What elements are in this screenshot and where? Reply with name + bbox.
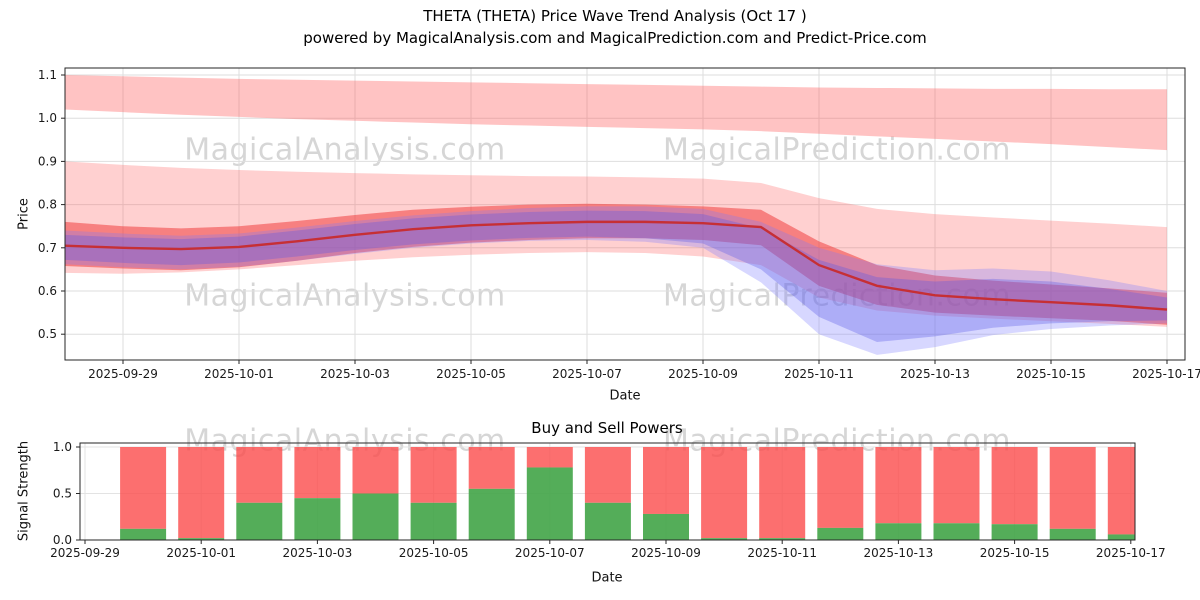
buy-bar xyxy=(120,528,167,540)
upper-resistance-band xyxy=(65,75,1167,151)
y-tick-label: 0.0 xyxy=(53,533,72,547)
x-tick-label: 2025-10-01 xyxy=(166,546,236,560)
buy-bar xyxy=(468,488,515,540)
date-axis-label-bottom: Date xyxy=(591,570,623,586)
signal-chart: 2025-09-29 2025-10-01 2025-10-03 2025-10-05… xyxy=(50,440,1166,560)
buy-bar xyxy=(236,502,283,540)
x-tick-label: 2025-10-13 xyxy=(864,546,934,560)
y-tick-label: 0.7 xyxy=(38,241,57,255)
x-tick-label: 2025-09-29 xyxy=(88,367,158,381)
x-tick-label: 2025-10-17 xyxy=(1132,367,1200,381)
signal-axis-label: Signal Strength xyxy=(16,440,32,542)
y-tick-label: 0.8 xyxy=(38,198,57,212)
x-tick-label: 2025-10-11 xyxy=(747,546,817,560)
x-tick-label: 2025-10-15 xyxy=(980,546,1050,560)
x-tick-label: 2025-10-05 xyxy=(399,546,469,560)
sell-bar xyxy=(933,447,980,524)
sell-bar xyxy=(120,447,167,529)
chart-subtitle: powered by MagicalAnalysis.com and Magic… xyxy=(303,29,927,47)
x-tick-label: 2025-10-07 xyxy=(552,367,622,381)
buy-bar xyxy=(875,523,922,540)
x-tick-label: 2025-10-13 xyxy=(900,367,970,381)
x-tick-label: 2025-10-07 xyxy=(515,546,585,560)
buy-bar xyxy=(352,493,399,540)
buy-bar xyxy=(294,498,341,540)
sell-bar xyxy=(178,447,225,539)
buy-bar xyxy=(643,513,689,540)
sell-bar xyxy=(526,447,573,468)
y-tick-label: 0.6 xyxy=(38,284,57,298)
sell-bar xyxy=(643,447,689,514)
sell-bar xyxy=(584,447,631,503)
x-tick-label: 2025-10-17 xyxy=(1096,546,1166,560)
sell-bar xyxy=(1049,447,1096,529)
buy-bar xyxy=(1107,534,1135,540)
y-tick-label: 0.9 xyxy=(38,154,57,168)
sell-bar xyxy=(875,447,922,524)
x-tick-label: 2025-10-01 xyxy=(204,367,274,381)
x-tick-label: 2025-10-15 xyxy=(1016,367,1086,381)
price-axis-label: Price xyxy=(16,198,32,230)
sell-bar xyxy=(701,447,748,539)
x-tick-label: 2025-10-03 xyxy=(283,546,353,560)
chart-title: THETA (THETA) Price Wave Trend Analysis … xyxy=(423,7,807,25)
sell-bar xyxy=(236,447,283,503)
buy-bar xyxy=(991,524,1038,540)
buy-bar xyxy=(584,502,631,540)
buy-bar xyxy=(701,538,748,540)
blue-wave-band-inner xyxy=(65,210,1167,342)
watermark-analysis: MagicalAnalysis.com xyxy=(184,278,506,314)
inner-red-band xyxy=(65,203,1167,325)
buy-bar xyxy=(1049,528,1096,540)
buy-bar xyxy=(759,538,806,540)
x-tick-label: 2025-10-09 xyxy=(631,546,701,560)
sell-bar xyxy=(468,447,515,489)
x-tick-label: 2025-10-09 xyxy=(668,367,738,381)
sell-bar xyxy=(817,447,864,528)
price-plot-border xyxy=(64,67,1186,361)
y-tick-label: 1.1 xyxy=(38,68,57,82)
signal-plot-border xyxy=(79,442,1136,541)
sell-bar xyxy=(352,447,399,494)
blue-wave-band-outer xyxy=(65,206,1167,355)
y-tick-label: 1.0 xyxy=(53,440,72,454)
signal-chart-title: Buy and Sell Powers xyxy=(531,419,683,437)
price-chart: 2025-09-29 2025-10-01 2025-10-03 2025-10-05… xyxy=(38,67,1200,381)
buy-bar xyxy=(178,538,225,540)
sell-bar xyxy=(294,447,341,499)
date-axis-label-top: Date xyxy=(609,388,641,404)
x-tick-label: 2025-10-05 xyxy=(436,367,506,381)
x-tick-label: 2025-09-29 xyxy=(50,546,120,560)
y-tick-label: 0.5 xyxy=(53,487,72,501)
sell-bar xyxy=(759,447,806,539)
buy-bar xyxy=(410,502,457,540)
x-tick-label: 2025-10-11 xyxy=(784,367,854,381)
y-tick-label: 0.5 xyxy=(38,327,57,341)
sell-bar xyxy=(1107,447,1135,535)
price-trend-line xyxy=(65,220,1168,311)
sell-bar xyxy=(991,447,1038,525)
y-tick-label: 1.0 xyxy=(38,111,57,125)
buy-bar xyxy=(933,523,980,540)
sell-bar xyxy=(410,447,457,503)
x-tick-label: 2025-10-03 xyxy=(320,367,390,381)
buy-bar xyxy=(526,467,573,540)
buy-bar xyxy=(817,527,864,540)
